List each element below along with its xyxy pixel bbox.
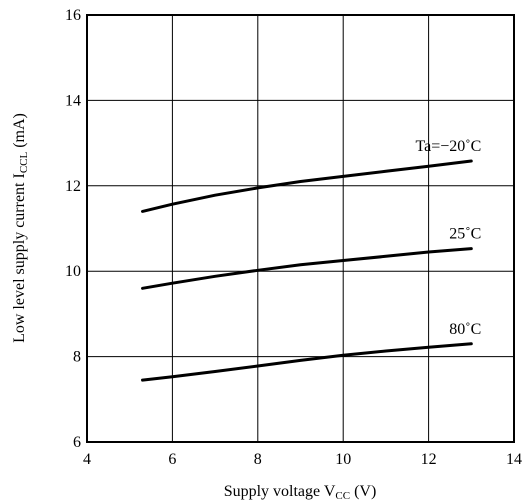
series-line-2: [141, 342, 473, 382]
y-tick-label: 8: [73, 349, 81, 366]
x-tick-label: 4: [83, 451, 91, 468]
x-tick-label: 8: [254, 451, 262, 468]
x-tick-label: 10: [335, 451, 351, 468]
series-line-0: [141, 159, 473, 213]
series-label-2: 80˚C: [449, 321, 481, 338]
series-label-0: Ta=−20˚C: [415, 138, 481, 155]
x-tick-label: 6: [168, 451, 176, 468]
y-tick-labels: 6 8 10 12 14 16: [65, 7, 81, 451]
plot-frame: [86, 14, 515, 443]
x-tick-label: 12: [421, 451, 437, 468]
x-axis-title: Supply voltage VCC (V): [224, 483, 377, 502]
grid-lines: [87, 15, 514, 442]
y-axis-title: Low level supply current ICCL (mA): [11, 113, 30, 343]
x-tick-labels: 4 6 8 10 12 14: [83, 451, 522, 468]
series-label-1: 25˚C: [449, 226, 481, 243]
y-tick-label: 6: [73, 434, 81, 451]
y-tick-label: 10: [65, 263, 81, 280]
y-tick-label: 16: [65, 7, 81, 24]
series-labels: Ta=−20˚C 25˚C 80˚C: [415, 138, 481, 338]
y-tick-label: 14: [65, 92, 81, 109]
y-tick-label: 12: [65, 178, 81, 195]
series-curves: [141, 159, 473, 382]
series-line-1: [141, 247, 473, 290]
x-tick-label: 14: [506, 451, 522, 468]
